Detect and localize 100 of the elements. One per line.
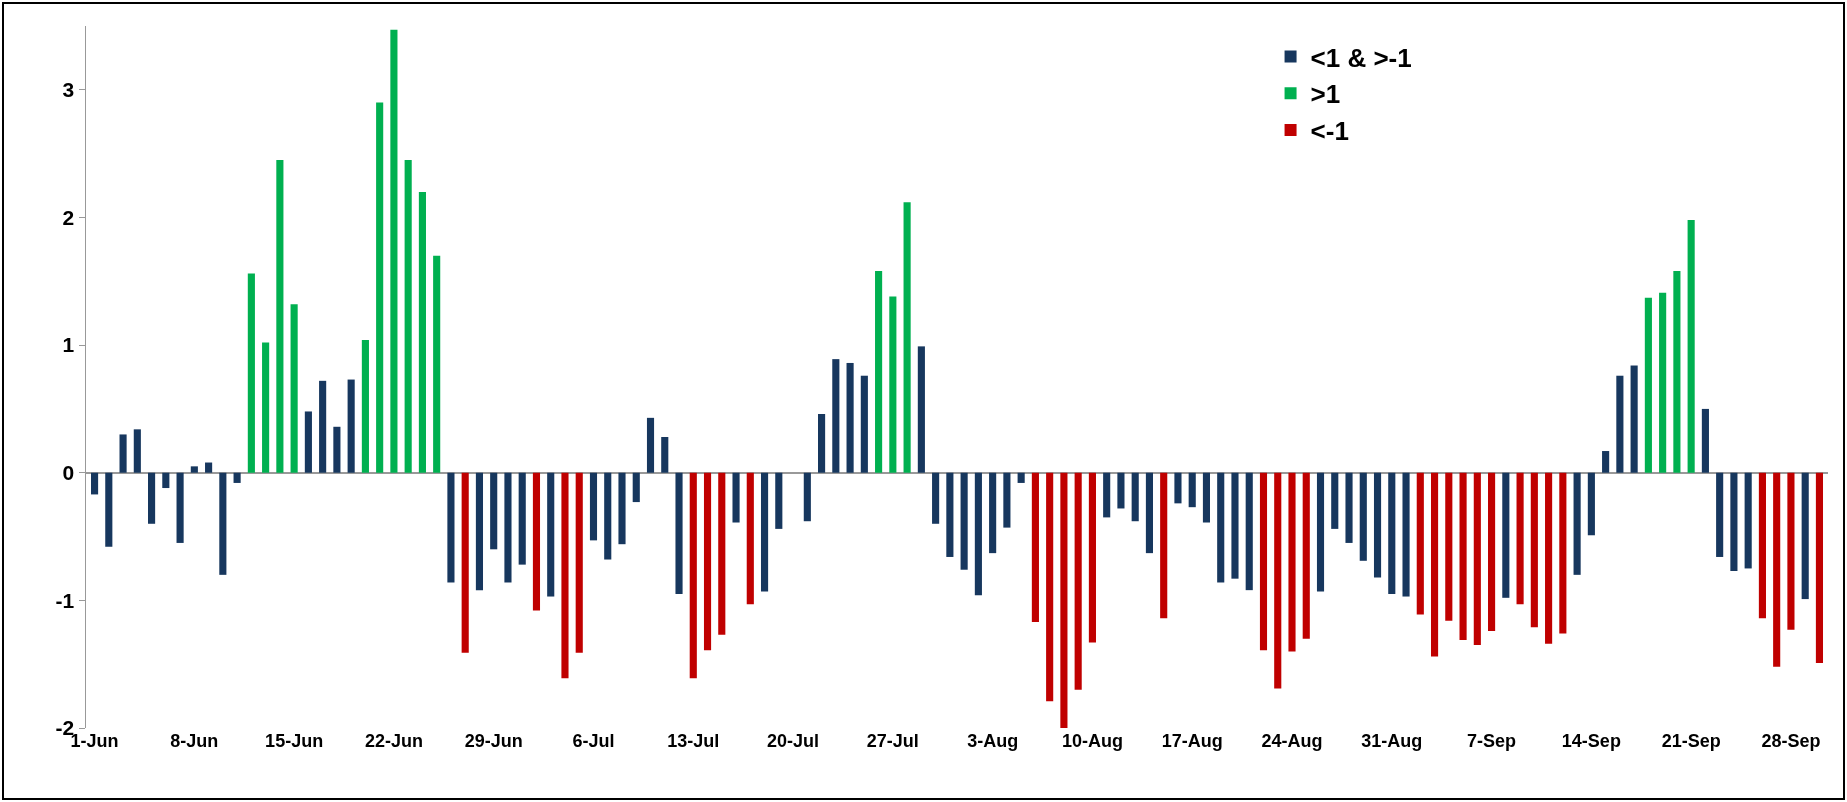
bar <box>1430 472 1439 657</box>
bar <box>532 472 541 611</box>
bar <box>304 411 312 473</box>
bar <box>1060 472 1068 728</box>
bar <box>390 29 398 473</box>
bar <box>1117 472 1125 509</box>
x-tick-label: 14-Sep <box>1561 731 1621 751</box>
bar <box>1046 472 1054 702</box>
bar <box>1017 472 1025 483</box>
bar <box>689 472 697 679</box>
bar <box>917 346 925 473</box>
bar <box>1131 472 1139 522</box>
x-tick-label: 21-Sep <box>1661 731 1721 751</box>
bar <box>1331 472 1339 529</box>
bar <box>504 472 512 583</box>
bar <box>1160 472 1168 619</box>
bar <box>319 380 327 473</box>
bar <box>889 296 897 473</box>
bar <box>661 436 669 473</box>
bar <box>1602 451 1610 473</box>
y-tick-label: 0 <box>62 461 75 485</box>
bar <box>1687 220 1695 473</box>
bar <box>1103 472 1111 518</box>
bar <box>1316 472 1325 592</box>
y-tick-label: -1 <box>55 588 75 612</box>
bar <box>1630 365 1638 473</box>
bar <box>1031 472 1039 623</box>
x-tick-label: 10-Aug <box>1061 731 1123 751</box>
bar <box>1188 472 1196 508</box>
bar <box>148 472 156 524</box>
bar <box>105 472 113 547</box>
bar <box>376 102 384 473</box>
bar <box>1801 472 1809 600</box>
bar <box>219 472 227 575</box>
bar <box>1345 472 1353 543</box>
bar <box>1217 472 1225 583</box>
bar <box>1701 408 1709 473</box>
legend-label: <-1 <box>1310 116 1349 147</box>
y-tick-label: 3 <box>62 78 75 102</box>
bar <box>903 202 911 473</box>
bar <box>1659 292 1667 473</box>
bar <box>732 472 740 523</box>
bar <box>932 472 940 524</box>
bar <box>1530 472 1538 628</box>
x-tick-label: 22-Jun <box>364 731 423 751</box>
bar <box>832 359 840 473</box>
bar <box>1545 472 1553 644</box>
bar <box>1673 271 1681 473</box>
bar <box>1488 472 1496 631</box>
bar <box>1815 472 1824 663</box>
x-tick-label: 28-Sep <box>1761 731 1821 751</box>
bar <box>618 472 626 545</box>
bar <box>190 466 198 473</box>
bar <box>1174 472 1182 504</box>
legend-label: >1 <box>1310 79 1341 110</box>
bar <box>119 434 127 473</box>
bar <box>675 472 683 594</box>
bar <box>846 362 854 473</box>
bar <box>133 429 141 473</box>
bar <box>1003 472 1011 528</box>
bar <box>561 472 569 679</box>
bar <box>575 472 583 653</box>
bar <box>1259 472 1268 651</box>
bar <box>746 472 754 605</box>
bar <box>276 160 284 473</box>
bar <box>290 304 298 473</box>
bar <box>1145 472 1154 554</box>
bar <box>1373 472 1382 578</box>
bar <box>703 472 712 651</box>
bar <box>347 379 355 473</box>
bar <box>974 472 982 596</box>
bar <box>461 472 469 653</box>
bar <box>803 472 811 522</box>
x-tick-label: 7-Sep <box>1467 731 1517 751</box>
bar <box>1773 472 1781 667</box>
bar <box>1787 472 1795 630</box>
bar <box>447 472 455 583</box>
bar <box>1716 472 1724 557</box>
bar <box>1559 472 1567 634</box>
bar <box>90 472 99 495</box>
bar <box>1459 472 1467 640</box>
bar <box>1445 472 1453 621</box>
bar <box>404 160 412 473</box>
x-tick-label: 8-Jun <box>170 731 219 751</box>
bar <box>547 472 555 597</box>
bar <box>604 472 612 560</box>
x-tick-label: 6-Jul <box>572 731 615 751</box>
bar <box>989 472 997 554</box>
bar <box>875 271 883 473</box>
bar <box>1730 472 1738 572</box>
bar <box>1302 472 1310 639</box>
bar <box>1616 375 1624 473</box>
x-tick-label: 13-Jul <box>667 731 720 751</box>
bar <box>162 472 170 489</box>
bar <box>1744 472 1752 569</box>
bar <box>818 414 826 473</box>
x-tick-label: 29-Jun <box>464 731 523 751</box>
bar <box>233 472 241 483</box>
x-tick-label: 24-Aug <box>1261 731 1323 751</box>
bar <box>1573 472 1581 575</box>
